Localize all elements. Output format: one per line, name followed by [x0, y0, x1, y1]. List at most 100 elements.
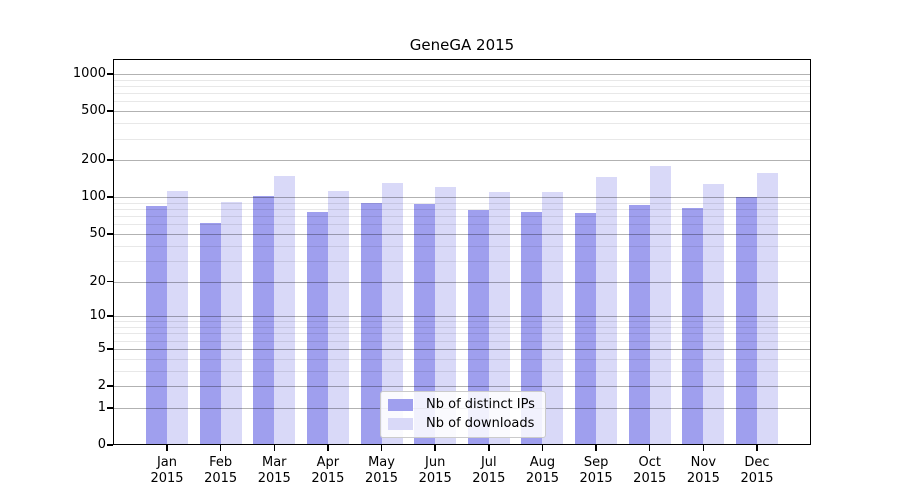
gridline-major — [113, 74, 811, 75]
legend: Nb of distinct IPs Nb of downloads — [380, 391, 546, 438]
x-tick-label: Oct 2015 — [633, 455, 667, 486]
legend-swatch-distinct-ips — [388, 399, 413, 411]
bar-downloads — [220, 201, 242, 445]
bar-downloads — [703, 184, 725, 445]
gridline-major — [113, 197, 811, 199]
y-tick-mark — [106, 73, 113, 75]
bar-downloads — [274, 175, 296, 445]
y-tick-mark — [106, 407, 113, 409]
gridline-minor — [113, 101, 811, 103]
y-tick-label: 10 — [89, 308, 106, 324]
gridline-minor — [113, 79, 811, 81]
bar-downloads — [542, 192, 564, 445]
y-tick-mark — [106, 385, 113, 387]
x-tick-label: Mar 2015 — [257, 455, 291, 486]
bar-distinct-ips — [575, 213, 597, 445]
y-tick-mark — [106, 280, 113, 283]
gridline-minor — [113, 93, 811, 95]
x-tick-mark — [488, 445, 490, 451]
x-tick-label: Apr 2015 — [311, 455, 345, 486]
gridline-minor — [113, 260, 811, 262]
gridline-minor — [113, 333, 811, 335]
y-tick-label: 2 — [97, 378, 106, 393]
gridline-major — [113, 348, 811, 350]
gridline-minor — [113, 224, 811, 226]
bar-downloads — [649, 166, 671, 445]
x-tick-label: May 2015 — [364, 455, 399, 486]
y-tick-label: 20 — [89, 273, 106, 289]
x-tick-label: Aug 2015 — [525, 455, 559, 486]
gridline-minor — [113, 327, 811, 328]
y-tick-label: 0 — [97, 437, 106, 452]
x-tick-mark — [702, 445, 705, 451]
plot-area — [113, 59, 811, 445]
gridline-major — [113, 316, 811, 318]
bar-distinct-ips — [146, 206, 167, 445]
legend-label: Nb of distinct IPs — [426, 397, 535, 412]
gridline-minor — [113, 321, 811, 323]
bar-downloads — [596, 177, 618, 445]
y-tick-mark — [106, 110, 113, 112]
x-tick-mark — [648, 445, 651, 451]
bar-downloads — [435, 186, 457, 445]
bar-distinct-ips — [521, 211, 543, 445]
bar-downloads — [757, 172, 778, 445]
x-tick-label: Jan 2015 — [150, 455, 184, 486]
gridline-minor — [113, 85, 811, 87]
gridline-minor — [113, 202, 811, 204]
gridline-major — [113, 233, 811, 235]
gridline-minor — [113, 138, 811, 140]
x-tick-label: Feb 2015 — [204, 455, 238, 486]
x-tick-mark — [756, 445, 758, 451]
x-tick-label: Jul 2015 — [472, 455, 506, 486]
x-tick-mark — [380, 445, 383, 451]
gridline-minor — [113, 358, 811, 360]
y-tick-mark — [106, 159, 113, 161]
bar-distinct-ips — [414, 203, 436, 445]
x-tick-mark — [219, 445, 222, 451]
bar-distinct-ips — [199, 223, 221, 445]
x-tick-label: Jun 2015 — [418, 455, 452, 486]
x-tick-label: Dec 2015 — [740, 455, 774, 486]
y-tick-label: 1 — [97, 399, 106, 415]
legend-item: Nb of distinct IPs — [388, 398, 535, 412]
y-tick-mark — [106, 315, 113, 317]
bar-distinct-ips — [682, 208, 704, 445]
x-tick-label: Nov 2015 — [686, 455, 720, 486]
gridline-major — [113, 386, 811, 387]
gridline-minor — [113, 209, 811, 211]
gridline-major — [113, 281, 811, 283]
y-tick-label: 1000 — [72, 66, 106, 81]
y-tick-mark — [106, 444, 113, 446]
x-tick-label: Sep 2015 — [579, 455, 613, 486]
gridline-minor — [113, 340, 811, 342]
y-tick-mark — [106, 196, 113, 198]
gridline-minor — [113, 123, 811, 125]
gridline-major — [113, 111, 811, 113]
bar-distinct-ips — [467, 209, 489, 445]
chart-title: GeneGA 2015 — [409, 36, 515, 54]
y-tick-label: 5 — [97, 340, 106, 356]
legend-swatch-downloads — [388, 418, 413, 430]
bar-downloads — [488, 192, 510, 445]
bar-distinct-ips — [360, 203, 382, 445]
gridline-minor — [113, 370, 811, 372]
y-tick-mark — [106, 348, 113, 350]
x-tick-mark — [541, 445, 544, 451]
bar-downloads — [381, 183, 403, 445]
x-tick-mark — [166, 445, 168, 451]
x-tick-mark — [273, 445, 276, 451]
x-tick-mark — [595, 445, 597, 451]
y-tick-mark — [106, 233, 113, 235]
legend-item: Nb of downloads — [388, 417, 535, 431]
legend-label: Nb of downloads — [426, 416, 535, 431]
bar-downloads — [167, 190, 188, 445]
bar-distinct-ips — [253, 195, 275, 445]
x-tick-mark — [327, 445, 329, 451]
bar-distinct-ips — [306, 211, 328, 445]
bar-downloads — [327, 191, 349, 445]
x-tick-mark — [434, 445, 436, 451]
y-tick-label: 50 — [89, 225, 106, 241]
bar-distinct-ips — [628, 205, 650, 445]
